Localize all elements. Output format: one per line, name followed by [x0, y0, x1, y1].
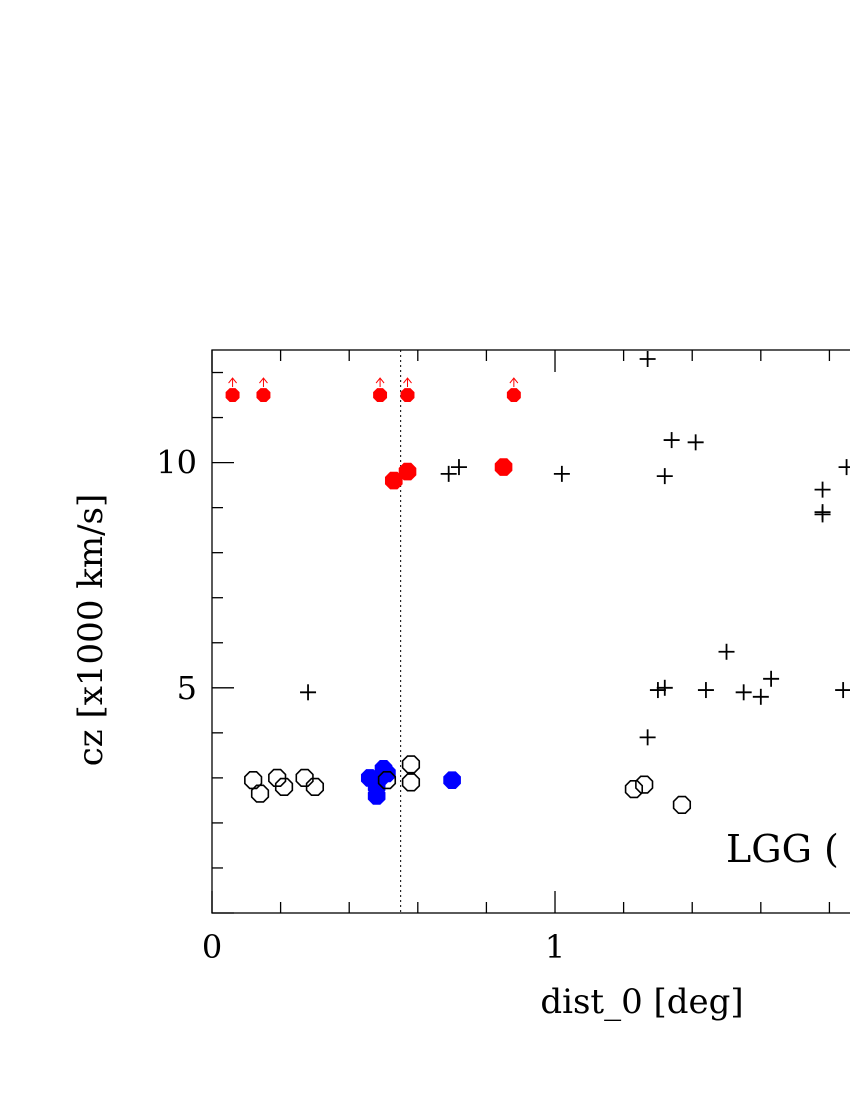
- open-octagon-point: [401, 755, 421, 774]
- limit-arrow-head: [259, 377, 268, 384]
- plus-point: [835, 682, 850, 699]
- open-octagon-point: [377, 771, 397, 790]
- plot-frame: [211, 349, 850, 914]
- blue-point: [367, 787, 386, 805]
- open-octagon-point: [268, 768, 287, 787]
- plus-point: [814, 506, 831, 523]
- plus-point: [300, 684, 317, 701]
- blue-point: [443, 771, 461, 789]
- plus-point: [838, 459, 850, 476]
- plus-point: [663, 432, 680, 449]
- axes: 0 1 5 10: [156, 349, 850, 966]
- plus-point: [440, 465, 457, 482]
- x-tick-label: 1: [545, 928, 565, 966]
- y-tick-label: 5: [177, 669, 197, 707]
- open-octagon-point: [295, 768, 314, 787]
- red-limit-marker: [400, 388, 415, 403]
- open-octagon-point: [672, 795, 692, 815]
- limit-arrow-head: [403, 377, 412, 384]
- red-limit-point: [506, 377, 521, 403]
- plus-point: [814, 481, 831, 498]
- blue-point: [378, 764, 396, 783]
- plus-point: [450, 459, 467, 476]
- x-axis-label: dist_0 [deg]: [540, 982, 743, 1022]
- limit-arrow-head: [228, 377, 237, 384]
- plus-point: [649, 682, 666, 699]
- plus-point: [656, 679, 673, 696]
- plus-point: [752, 688, 769, 705]
- plus-point: [718, 643, 735, 660]
- plus-point: [553, 465, 570, 482]
- data-marks: [225, 351, 850, 815]
- red-limit-point: [373, 377, 388, 403]
- x-tick-label: 0: [202, 928, 222, 966]
- red-point: [494, 458, 513, 476]
- plus-point: [656, 468, 673, 485]
- red-limit-marker: [506, 388, 521, 403]
- open-octagon-point: [635, 775, 654, 794]
- plus-point: [763, 670, 780, 687]
- plus-point: [639, 351, 656, 368]
- open-octagon-point: [305, 777, 325, 797]
- plus-point: [697, 682, 714, 699]
- limit-arrow-head: [375, 377, 385, 384]
- limit-arrow-head: [509, 377, 519, 384]
- red-limit-marker: [373, 388, 388, 403]
- annotation-label: LGG (: [726, 827, 839, 871]
- plus-point: [639, 729, 656, 746]
- red-limit-marker: [225, 388, 240, 403]
- red-limit-point: [256, 377, 271, 403]
- open-octagon-point: [401, 773, 421, 792]
- y-axis-label: cz [x1000 km/s]: [71, 494, 111, 767]
- red-limit-marker: [256, 388, 271, 403]
- open-octagon-point: [274, 777, 294, 797]
- red-point: [398, 462, 417, 481]
- red-limit-point: [400, 377, 415, 403]
- red-limit-point: [225, 377, 240, 403]
- plus-point: [687, 434, 704, 451]
- plus-point: [735, 684, 752, 701]
- open-octagon-point: [624, 780, 644, 799]
- y-tick-label: 10: [156, 444, 197, 482]
- open-octagon-point: [250, 784, 270, 803]
